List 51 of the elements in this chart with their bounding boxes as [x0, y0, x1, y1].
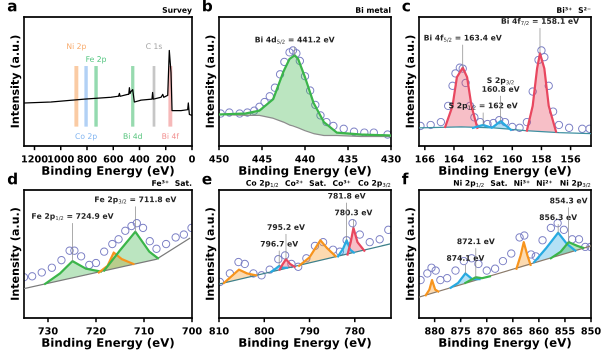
- x-tick-label: 400: [130, 155, 150, 163]
- x-tick-label: 1000: [48, 155, 74, 163]
- x-tick-label: 730: [38, 327, 58, 335]
- x-tick-label: 875: [451, 327, 470, 335]
- x-tick-label: 850: [581, 327, 601, 335]
- x-tick-label: 810: [209, 327, 229, 335]
- x-axis-title: Binding Energy (eV): [439, 338, 571, 350]
- x-tick-label: 855: [555, 327, 574, 335]
- y-axis-title: Intensity (a.u.): [10, 36, 22, 128]
- chart-title: e: [202, 176, 212, 184]
- chart-title: a: [8, 2, 16, 12]
- x-tick-label: 164: [444, 155, 464, 163]
- x-tick-label: 450: [209, 155, 229, 163]
- chart-title: c: [402, 2, 410, 12]
- x-tick-label: 780: [345, 327, 364, 335]
- x-tick-label: 200: [156, 155, 176, 163]
- y-axis-title: Intensity (a.u.): [405, 208, 416, 300]
- x-axis-title: Binding Energy (eV): [439, 166, 571, 178]
- x-tick-label: 600: [104, 155, 123, 163]
- x-tick-label: 860: [529, 327, 549, 335]
- x-tick-label: 440: [295, 155, 315, 163]
- x-tick-label: 790: [300, 327, 320, 335]
- y-axis-title: Intensity (a.u.): [405, 36, 416, 128]
- x-tick-label: 166: [416, 155, 434, 163]
- x-tick-label: 865: [503, 327, 522, 335]
- x-tick-label: 162: [474, 155, 492, 163]
- x-tick-label: 720: [86, 327, 106, 335]
- y-axis-title: Intensity (a.u.): [205, 208, 216, 300]
- x-tick-label: 700: [182, 327, 202, 335]
- x-tick-label: 870: [477, 327, 496, 335]
- x-tick-label: 158: [532, 155, 551, 163]
- chart-title: f: [402, 172, 409, 184]
- x-tick-label: 1200: [22, 155, 48, 163]
- chart-title: b: [203, 0, 212, 12]
- x-tick-label: 0: [189, 155, 195, 163]
- x-axis-title: Binding Energy (eV): [42, 338, 174, 350]
- x-axis-title: Binding Energy (eV): [239, 338, 371, 350]
- x-tick-label: 880: [425, 327, 444, 335]
- x-axis-title: Binding Energy (eV): [42, 166, 174, 178]
- x-tick-label: 445: [252, 155, 272, 163]
- y-axis-title: Intensity (a.u.): [205, 36, 216, 128]
- chart-title: d: [8, 172, 17, 184]
- x-tick-label: 430: [381, 155, 401, 163]
- x-axis-title: Binding Energy (eV): [239, 166, 371, 178]
- x-tick-label: 800: [77, 155, 97, 163]
- x-tick-label: 800: [254, 327, 274, 335]
- x-tick-label: 156: [562, 155, 580, 163]
- x-tick-label: 160: [503, 155, 522, 163]
- x-tick-label: 710: [134, 327, 154, 335]
- y-axis-title: Intensity (a.u.): [10, 208, 22, 300]
- x-tick-label: 435: [338, 155, 358, 163]
